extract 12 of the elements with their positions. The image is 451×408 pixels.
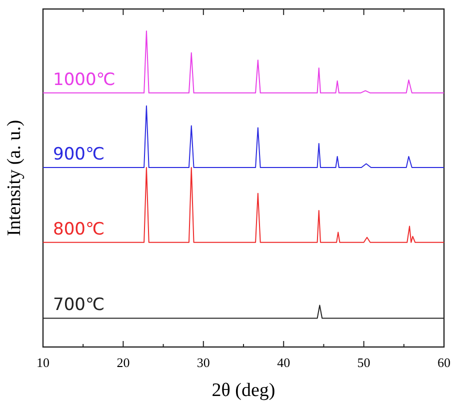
- x-tick-label: 10: [36, 355, 50, 370]
- series-label: 1000℃: [53, 70, 116, 90]
- x-axis-title: 2θ (deg): [212, 380, 276, 401]
- x-tick-label: 20: [116, 355, 130, 370]
- y-axis-title: Intensity (a. u.): [4, 120, 25, 236]
- x-tick-label: 30: [196, 355, 210, 370]
- x-tick-label: 50: [357, 355, 370, 370]
- x-tick-label: 40: [277, 355, 290, 370]
- x-tick-label: 60: [438, 355, 450, 370]
- series-label: 700℃: [53, 295, 105, 316]
- series-label: 800℃: [53, 219, 105, 240]
- series-label: 900℃: [53, 144, 105, 165]
